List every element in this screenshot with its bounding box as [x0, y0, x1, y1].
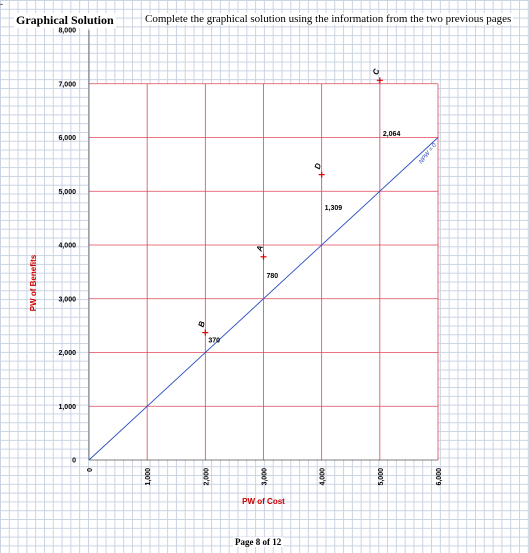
- y-tick-label: 7,000: [58, 81, 76, 88]
- y-tick-labels: 0 1,000 2,000 3,000 4,000 5,000 6,000 7,000 8,00…: [58, 28, 76, 465]
- npw-value-label: 370: [208, 338, 220, 345]
- x-tick-label: 4,000: [320, 468, 327, 486]
- y-tick-label: 4,000: [58, 243, 76, 250]
- y-tick-label: 3,000: [58, 296, 76, 303]
- x-axis-title: PW of Cost: [242, 497, 285, 506]
- y-tick-label: 5,000: [58, 189, 76, 196]
- npw-value-label: 1,309: [325, 205, 343, 212]
- y-tick-label: 0: [72, 458, 76, 465]
- axes: [88, 30, 438, 461]
- page-title: Graphical Solution: [14, 13, 116, 28]
- x-tick-label: 2,000: [203, 468, 210, 486]
- alternative-label: A: [254, 244, 265, 253]
- npw-value-label: 780: [267, 273, 279, 280]
- x-tick-labels: 0 1,000 2,000 3,000 4,000 5,000 6,000: [87, 468, 443, 486]
- corner-mark: -: [0, 0, 3, 9]
- instruction-text: Complete the graphical solution using th…: [143, 13, 514, 25]
- x-tick-label: 6,000: [436, 468, 443, 486]
- x-tick-label: 3,000: [262, 468, 269, 486]
- x-tick-label: 1,000: [145, 468, 152, 486]
- alternatives: B 370 A 780 D 1,309 C 2,064: [197, 68, 401, 353]
- alternative-label: D: [313, 162, 323, 170]
- y-tick-label: 6,000: [58, 135, 76, 142]
- y-tick-label: 2,000: [58, 350, 76, 357]
- x-tick-label: 5,000: [378, 468, 385, 486]
- y-tick-label: 1,000: [58, 404, 76, 411]
- npw-value-label: 2,064: [383, 131, 401, 138]
- alternative-label: B: [197, 320, 207, 328]
- y-axis-title: PW of Benefits: [29, 254, 38, 311]
- page-number: Page 8 of 12: [233, 537, 284, 547]
- y-tick-label: 8,000: [58, 28, 76, 35]
- x-tick-label: 0: [87, 468, 94, 472]
- alternative-label: C: [371, 68, 381, 76]
